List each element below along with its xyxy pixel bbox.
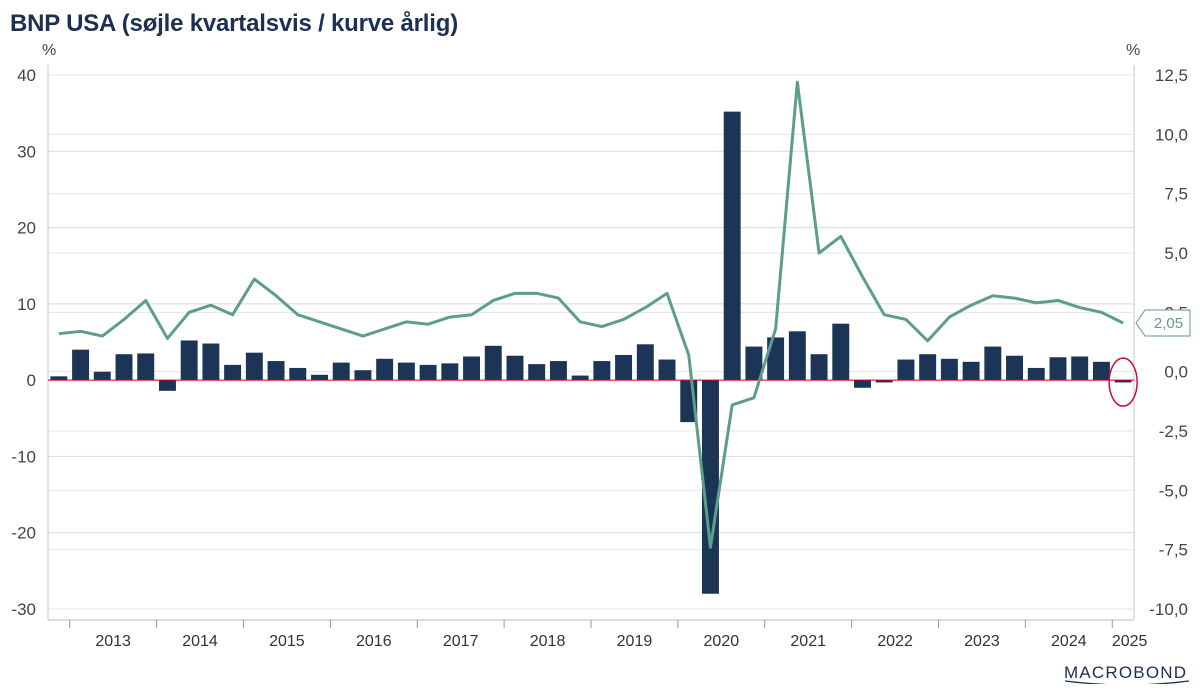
bar: [50, 376, 68, 381]
tick-labels: 403020100-10-20-3012,510,07,55,02,50,0-2…: [11, 66, 1188, 650]
bar: [1049, 357, 1067, 381]
callout-label: 2,05: [1154, 315, 1183, 332]
bar: [549, 361, 567, 381]
bar: [267, 361, 285, 381]
bar: [1114, 380, 1132, 383]
bar: [745, 346, 763, 381]
bar: [311, 374, 328, 381]
x-tick-label: 2021: [790, 633, 826, 650]
y-left-tick-label: -20: [11, 524, 36, 543]
bar: [137, 353, 155, 381]
bar: [854, 380, 871, 388]
y-left-tick-label: -30: [11, 600, 36, 619]
x-tick-label: 2013: [95, 633, 131, 650]
bar: [940, 358, 958, 381]
bar: [919, 354, 937, 381]
bar: [1006, 355, 1024, 381]
left-axis-unit: %: [42, 42, 57, 59]
gridlines: [48, 74, 1134, 610]
macrobond-logo: MACROBOND: [1064, 663, 1190, 684]
y-left-tick-label: -10: [11, 447, 36, 466]
bar: [810, 354, 828, 381]
logo-swoosh: [1064, 680, 1190, 684]
bar: [571, 375, 589, 381]
bar: [202, 343, 220, 381]
bar: [506, 355, 524, 381]
y-right-tick-label: 12,5: [1155, 66, 1188, 85]
bar: [180, 340, 198, 381]
bar: [701, 380, 719, 594]
bar: [1092, 361, 1110, 381]
x-tick-label: 2022: [877, 633, 913, 650]
x-tick-label: 2017: [443, 633, 479, 650]
y-right-tick-label: -7,5: [1159, 541, 1188, 560]
line-series-annual: [58, 80, 1124, 549]
right-axis-unit: %: [1126, 42, 1141, 59]
y-right-tick-label: 10,0: [1155, 125, 1188, 144]
bar: [158, 380, 176, 391]
callout-box: [1135, 309, 1191, 337]
x-tick-label: 2018: [530, 633, 566, 650]
bar: [376, 358, 394, 381]
x-tick-label: 2015: [269, 633, 305, 650]
bar: [788, 331, 806, 381]
x-tick-label: 2014: [182, 633, 218, 650]
bar: [419, 364, 437, 381]
y-right-tick-label: -5,0: [1159, 481, 1188, 500]
x-tick-label: 2024: [1051, 633, 1087, 650]
bar: [72, 349, 90, 381]
bar: [658, 359, 676, 381]
bar: [1027, 367, 1045, 381]
highlight-circle: [1108, 357, 1138, 407]
y-right-tick-label: 7,5: [1164, 185, 1188, 204]
y-right-tick-label: -10,0: [1149, 600, 1188, 619]
bar: [463, 356, 481, 381]
x-tick-label: 2025: [1112, 633, 1148, 650]
bar: [897, 359, 915, 381]
y-left-tick-label: 20: [17, 219, 36, 238]
bar: [528, 364, 546, 381]
x-tick-label: 2016: [356, 633, 392, 650]
bar: [289, 367, 307, 381]
x-tick-label: 2023: [964, 633, 1000, 650]
bar: [636, 344, 654, 381]
y-right-tick-label: 5,0: [1164, 244, 1188, 263]
bar: [723, 111, 741, 381]
bar: [397, 362, 415, 381]
y-left-tick-label: 30: [17, 142, 36, 161]
y-left-tick-label: 40: [17, 66, 36, 85]
x-tick-label: 2020: [704, 633, 740, 650]
bar: [962, 361, 980, 381]
bar: [354, 370, 372, 381]
y-left-tick-label: 10: [17, 295, 36, 314]
bar: [1071, 356, 1089, 381]
y-right-tick-label: -2,5: [1159, 422, 1188, 441]
annotations: 2,05: [1108, 309, 1191, 407]
bar: [984, 346, 1002, 381]
bar-series-quarterly: [50, 111, 1132, 594]
y-left-tick-label: 0: [27, 371, 36, 390]
bar: [875, 380, 893, 383]
bar: [332, 362, 350, 381]
bar: [93, 371, 111, 381]
logo-text: MACROBOND: [1064, 663, 1187, 682]
x-tick-label: 2019: [617, 633, 653, 650]
bar: [615, 354, 633, 381]
bar: [832, 323, 850, 381]
bar: [441, 363, 459, 381]
axes: [47, 65, 1135, 628]
bar: [245, 352, 263, 381]
bar: [484, 345, 502, 381]
bar: [593, 361, 611, 381]
bar: [224, 364, 242, 381]
annual-growth-line: [58, 80, 1124, 549]
value-callout: 2,05: [1135, 309, 1191, 337]
chart-title: BNP USA (søjle kvartalsvis / kurve årlig…: [10, 10, 458, 37]
bar: [115, 354, 133, 381]
y-right-tick-label: 0,0: [1164, 363, 1188, 382]
bar: [767, 337, 785, 381]
